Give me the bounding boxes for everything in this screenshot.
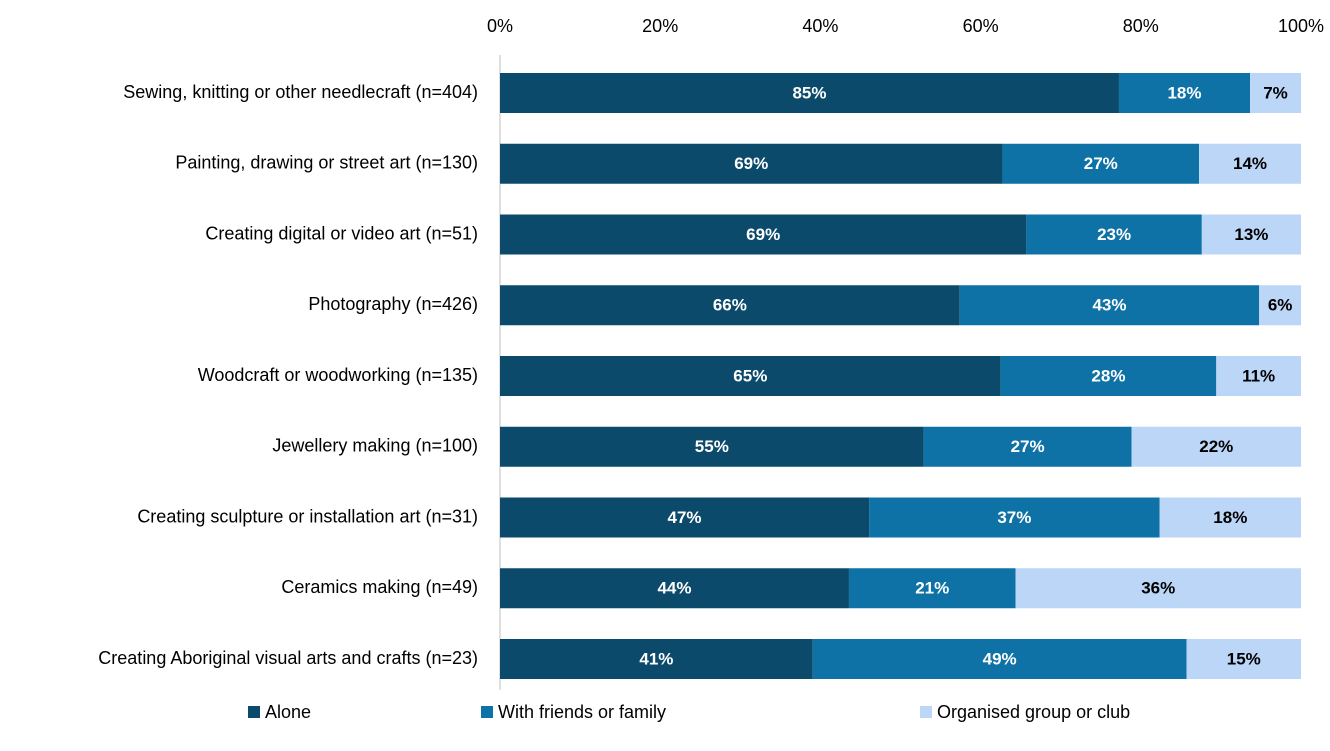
y-tick-label: Ceramics making (n=49) xyxy=(281,577,478,597)
bar-segment xyxy=(500,497,870,538)
data-label: 27% xyxy=(1011,437,1045,456)
data-label: 28% xyxy=(1091,366,1125,385)
y-tick-label: Jewellery making (n=100) xyxy=(272,436,478,456)
bar-segment xyxy=(812,639,1187,679)
legend-label: With friends or family xyxy=(498,702,666,722)
bar-segment xyxy=(1159,497,1301,538)
bar-segment xyxy=(959,285,1260,326)
data-label: 15% xyxy=(1227,649,1261,668)
bar-segment xyxy=(1015,568,1301,609)
y-tick-label: Painting, drawing or street art (n=130) xyxy=(175,153,478,173)
y-tick-label: Creating digital or video art (n=51) xyxy=(205,223,478,243)
data-label: 36% xyxy=(1141,579,1175,598)
bar-segment xyxy=(848,568,1016,609)
y-tick-label: Sewing, knitting or other needlecraft (n… xyxy=(123,82,478,102)
bar-segment xyxy=(1118,73,1251,113)
data-label: 22% xyxy=(1199,437,1233,456)
data-label: 69% xyxy=(734,154,768,173)
legend-label: Alone xyxy=(265,702,311,722)
bar-segment xyxy=(500,356,1001,396)
bar-segment xyxy=(869,497,1160,538)
y-tick-label: Woodcraft or woodworking (n=135) xyxy=(198,365,478,385)
data-label: 18% xyxy=(1167,83,1201,102)
data-label: 41% xyxy=(639,649,673,668)
x-tick-label: 80% xyxy=(1123,16,1159,36)
x-tick-label: 0% xyxy=(487,16,513,36)
data-label: 13% xyxy=(1234,225,1268,244)
data-label: 11% xyxy=(1242,366,1275,385)
data-label: 47% xyxy=(668,508,702,527)
data-label: 85% xyxy=(792,83,826,102)
bar-segment xyxy=(500,73,1119,113)
data-label: 14% xyxy=(1233,154,1267,173)
data-label: 66% xyxy=(713,296,747,315)
x-tick-label: 20% xyxy=(642,16,678,36)
bar-segment xyxy=(500,143,1003,184)
y-tick-label: Creating sculpture or installation art (… xyxy=(137,506,478,526)
data-label: 69% xyxy=(746,225,780,244)
bar-segment xyxy=(1026,214,1202,255)
data-label: 65% xyxy=(733,366,767,385)
bar-segment xyxy=(1131,426,1301,467)
data-label: 49% xyxy=(983,649,1017,668)
data-label: 18% xyxy=(1213,508,1247,527)
bar-segment xyxy=(500,639,813,679)
legend-swatch xyxy=(481,706,493,718)
bar-segment xyxy=(1002,143,1200,184)
x-tick-label: 100% xyxy=(1278,16,1324,36)
data-label: 21% xyxy=(915,579,949,598)
bar-segment xyxy=(500,568,849,609)
data-label: 43% xyxy=(1092,296,1126,315)
bar-segment xyxy=(1250,73,1301,113)
bar-segment xyxy=(1186,639,1301,679)
data-label: 7% xyxy=(1263,83,1288,102)
bar-segment xyxy=(500,426,924,467)
bar-segment xyxy=(1199,143,1301,184)
bar-segment xyxy=(500,214,1027,255)
data-label: 55% xyxy=(695,437,729,456)
bar-segment xyxy=(1259,285,1301,326)
bar-segment xyxy=(1216,356,1301,396)
bar-segment xyxy=(1000,356,1217,396)
x-tick-label: 60% xyxy=(963,16,999,36)
data-label: 6% xyxy=(1268,296,1293,315)
data-label: 37% xyxy=(997,508,1031,527)
y-tick-label: Creating Aboriginal visual arts and craf… xyxy=(98,648,478,668)
legend-swatch xyxy=(920,706,932,718)
legend-swatch xyxy=(248,706,260,718)
bar-segment xyxy=(500,285,960,326)
bar-segment xyxy=(1201,214,1301,255)
bar-segment xyxy=(923,426,1132,467)
legend-label: Organised group or club xyxy=(937,702,1130,722)
data-label: 44% xyxy=(657,579,691,598)
y-tick-label: Photography (n=426) xyxy=(308,294,478,314)
data-label: 27% xyxy=(1084,154,1118,173)
x-tick-label: 40% xyxy=(802,16,838,36)
data-label: 23% xyxy=(1097,225,1131,244)
